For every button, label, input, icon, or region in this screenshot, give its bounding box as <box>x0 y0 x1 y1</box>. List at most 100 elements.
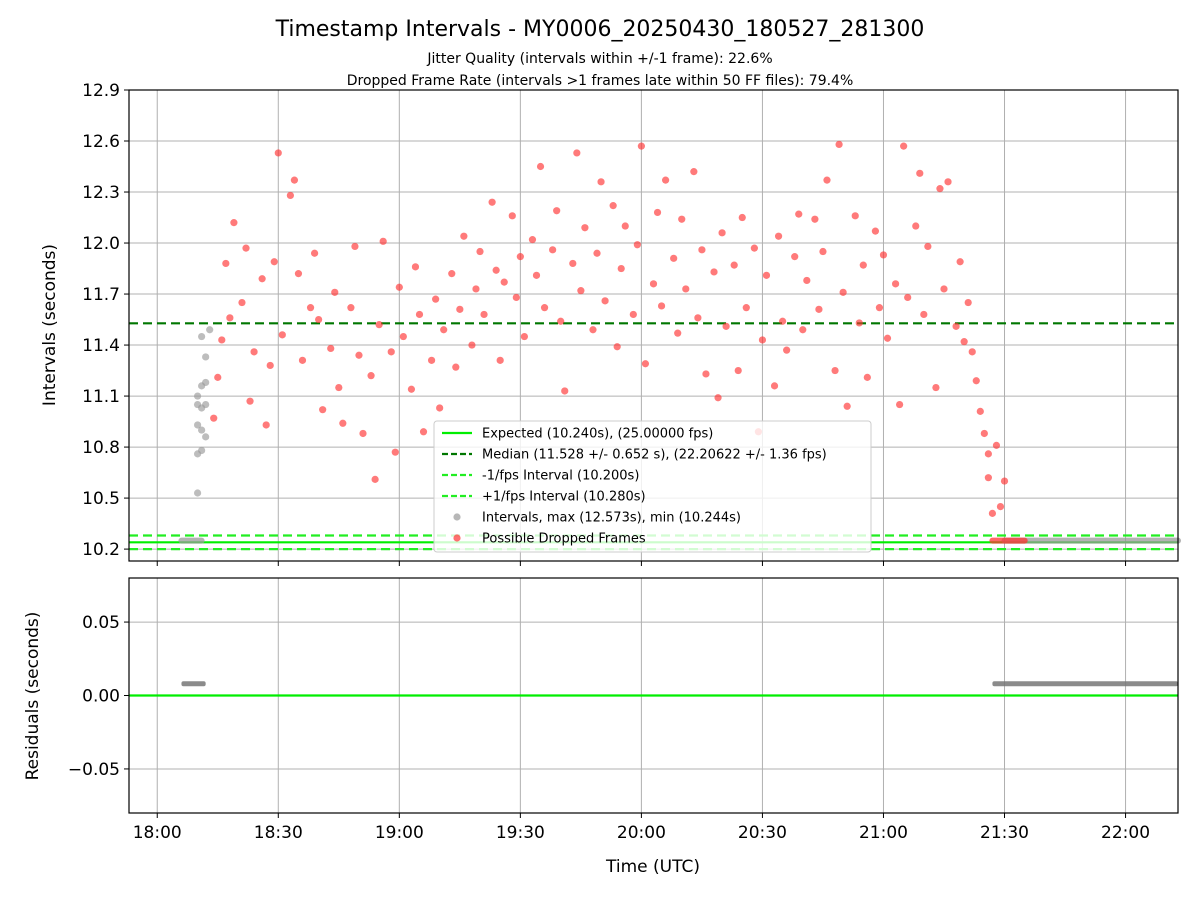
dropped-frame-point <box>230 219 238 227</box>
dropped-frame-point <box>972 377 980 385</box>
x-tick-label: 20:30 <box>738 823 787 843</box>
dropped-frame-point <box>996 502 1005 511</box>
dropped-frame-point <box>799 326 807 334</box>
dropped-frame-point <box>653 208 662 217</box>
residuals-panel: 0.05 0.00 −0.05 18:00 18:30 19:00 19:30 20:00 2… <box>23 577 1179 877</box>
interval-point <box>202 400 210 409</box>
dropped-frame-point <box>944 178 952 186</box>
dropped-frame-point <box>238 298 246 307</box>
x-tick-label: 18:30 <box>254 823 303 843</box>
dropped-frame-point <box>310 249 319 257</box>
interval-point <box>202 378 210 387</box>
dropped-frame-point <box>319 406 327 414</box>
dropped-frame-point <box>262 421 270 429</box>
dropped-frame-point <box>508 212 516 220</box>
dropped-frame-point <box>714 394 722 402</box>
dropped-frame-point <box>520 332 528 341</box>
legend-label: Possible Dropped Frames <box>482 532 646 547</box>
dropped-frame-point <box>674 329 682 337</box>
dropped-frame-point <box>549 246 557 254</box>
dropped-frame-point <box>613 343 621 351</box>
x-tick-label: 21:30 <box>980 823 1029 843</box>
dropped-frame-point <box>968 348 976 356</box>
dropped-frame-point <box>528 236 537 244</box>
dropped-frame-point <box>472 285 480 293</box>
dropped-frame-point <box>553 207 561 215</box>
dropped-frame-point <box>722 322 730 330</box>
dropped-frame-point <box>730 261 738 269</box>
legend-marker-swatch <box>453 513 461 521</box>
dropped-frame-point <box>375 321 383 329</box>
dropped-frame-point <box>561 387 569 395</box>
dropped-frame-point <box>440 326 448 334</box>
legend-label: Expected (10.240s), (25.00000 fps) <box>482 427 713 442</box>
dropped-frame-point <box>920 310 928 319</box>
intervals-y-tick-label: 10.2 <box>82 540 120 560</box>
residuals-x-ticks: 18:00 18:30 19:00 19:30 20:00 20:30 21:00 21:30… <box>133 813 1150 843</box>
interval-point <box>198 446 206 455</box>
dropped-frame-point <box>783 346 791 354</box>
dropped-frame-point <box>670 254 678 262</box>
dropped-frame-point <box>916 169 924 177</box>
dropped-frame-point <box>742 304 750 312</box>
dropped-frame-point <box>411 263 420 271</box>
dropped-frame-point <box>649 280 658 288</box>
legend-label: +1/fps Interval (10.280s) <box>482 490 646 505</box>
dropped-frame-point <box>569 259 577 268</box>
dropped-frame-point <box>609 202 617 210</box>
residuals-y-ticks: 0.05 0.00 −0.05 <box>68 613 129 780</box>
dropped-frame-point <box>436 404 444 412</box>
dropped-frame-point <box>516 253 524 261</box>
dropped-frame-point <box>290 176 299 184</box>
dropped-frame-point <box>339 419 347 427</box>
dropped-frame-point <box>1000 477 1009 485</box>
dropped-frame-point <box>577 287 585 295</box>
dropped-frame-point <box>871 227 880 235</box>
dropped-frame-point <box>762 271 771 279</box>
dropped-frame-point <box>750 244 758 252</box>
dropped-frame-point <box>512 293 520 302</box>
chart-subtitle-dropped: Dropped Frame Rate (intervals >1 frames … <box>347 73 854 89</box>
dropped-frame-point <box>924 242 932 251</box>
interval-point <box>198 426 206 434</box>
intervals-y-tick-label: 10.8 <box>82 438 120 458</box>
dropped-frame-point <box>637 142 645 150</box>
dropped-frame-point <box>331 288 339 296</box>
dropped-frame-point <box>694 314 702 322</box>
dropped-frame-point <box>226 314 234 322</box>
dropped-frame-point <box>270 258 278 266</box>
dropped-frame-point <box>960 338 968 346</box>
dropped-frame-point <box>617 264 625 273</box>
dropped-frame-point <box>698 246 706 254</box>
intervals-y-tick-label: 11.1 <box>82 387 120 407</box>
intervals-x-ticks <box>156 561 1127 566</box>
dropped-frame-point <box>936 185 944 193</box>
dropped-frame-point <box>347 304 355 312</box>
residuals-y-axis-label: Residuals (seconds) <box>23 612 43 781</box>
dropped-frame-point <box>286 191 294 200</box>
dropped-frame-point <box>294 270 303 278</box>
dropped-frame-point <box>900 142 908 150</box>
dropped-frame-point <box>395 283 403 291</box>
dropped-frame-point <box>387 348 395 356</box>
dropped-frame-point <box>984 450 992 458</box>
intervals-y-tick-label: 12.6 <box>82 132 120 152</box>
dropped-frame-point <box>593 249 601 257</box>
dropped-frame-point <box>851 212 859 220</box>
dropped-frame-point <box>452 363 460 371</box>
dropped-frame-point <box>573 149 581 157</box>
intervals-y-tick-label: 11.7 <box>82 285 120 305</box>
dropped-frame-point <box>770 382 779 390</box>
x-tick-label: 19:30 <box>496 823 545 843</box>
intervals-y-tick-label: 12.3 <box>82 183 120 203</box>
dropped-frame-point <box>536 162 545 171</box>
dropped-frame-point <box>823 176 831 184</box>
dropped-frame-point <box>258 275 266 283</box>
interval-point <box>193 392 202 400</box>
dropped-frame-point <box>355 351 363 359</box>
dropped-frame-point <box>367 372 375 380</box>
dropped-frame-point <box>432 295 440 303</box>
dropped-frame-point <box>811 215 819 223</box>
dropped-frame-point <box>476 247 484 256</box>
dropped-frame-point <box>690 168 698 176</box>
